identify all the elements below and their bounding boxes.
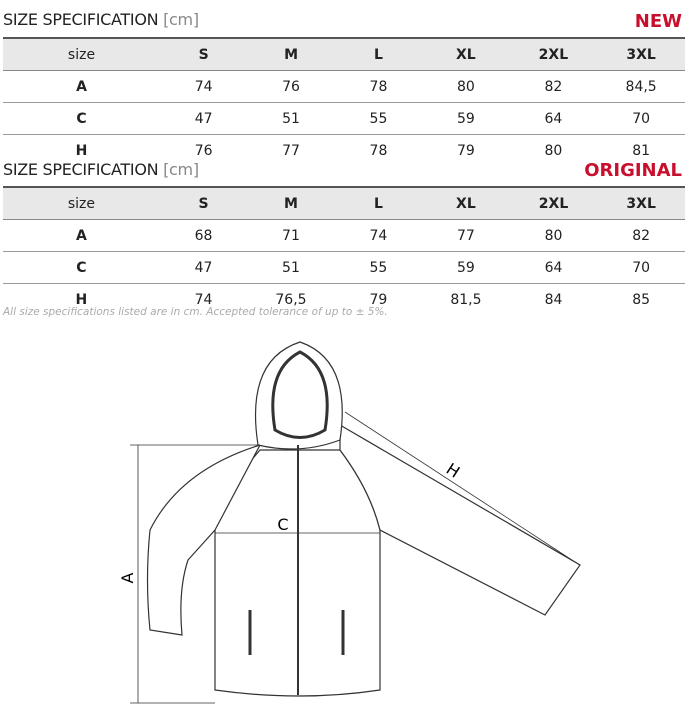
table-cell: 80	[544, 142, 563, 159]
table-cell: 55	[334, 102, 423, 135]
unit: [cm]	[163, 10, 199, 29]
jacket-diagram: A C H	[118, 341, 581, 704]
tolerance-note: All size specifications listed are in cm…	[3, 306, 388, 318]
table-cell: 70	[597, 102, 685, 135]
title-text: SIZE SPECIFICATION	[3, 10, 159, 29]
label-c: C	[277, 515, 288, 534]
table-cell: C	[3, 102, 160, 135]
column-header: XL	[422, 186, 510, 220]
table-cell: 51	[247, 102, 335, 135]
column-header: 2XL	[509, 37, 598, 71]
title-text: SIZE SPECIFICATION	[3, 160, 159, 179]
table-cell: 78	[369, 142, 388, 159]
table-cell: 80	[422, 70, 510, 103]
table-cell: 79	[369, 291, 388, 308]
table-cell: 47	[159, 102, 248, 135]
table-cell: 68	[159, 219, 248, 252]
table-cell: A	[3, 70, 160, 103]
table-cell: 76,5	[275, 291, 307, 308]
column-header: M	[247, 37, 335, 71]
table-cell: 80	[509, 219, 598, 252]
column-header: L	[334, 186, 423, 220]
table-cell: 78	[334, 70, 423, 103]
table-cell: 59	[422, 102, 510, 135]
title-new: SIZE SPECIFICATION [cm]	[3, 10, 199, 29]
column-header: 3XL	[597, 186, 685, 220]
table-cell: 55	[334, 251, 423, 284]
column-header: 3XL	[597, 37, 685, 71]
label-a: A	[118, 572, 137, 583]
table-cell: 74	[334, 219, 423, 252]
table-cell: 71	[247, 219, 335, 252]
table-cell: A	[3, 219, 160, 252]
table-cell: 74	[159, 70, 248, 103]
table-cell: 70	[597, 251, 685, 284]
unit: [cm]	[163, 160, 199, 179]
column-header: S	[159, 37, 248, 71]
table-cell: 77	[282, 142, 300, 159]
table-cell: 82	[509, 70, 598, 103]
table-cell: 79	[456, 142, 475, 159]
title-original: SIZE SPECIFICATION [cm]	[3, 160, 199, 179]
column-header: M	[247, 186, 335, 220]
right-sleeve	[339, 423, 581, 616]
hood-opening	[271, 350, 329, 439]
table-cell: 81,5	[450, 291, 482, 308]
table-row: H 76 77 78 79 80 81	[3, 135, 685, 167]
table-row: A 68 71 74 77 80 82	[3, 219, 685, 252]
table-row: C 47 51 55 59 64 70	[3, 251, 685, 284]
header-row: size S M L XL 2XL 3XL	[3, 186, 685, 220]
table-row: A 74 76 78 80 82 84,5	[3, 70, 685, 103]
label-h: H	[443, 459, 463, 481]
column-header: 2XL	[509, 186, 598, 220]
new-tag: NEW	[634, 11, 682, 32]
table-cell: 81	[632, 142, 651, 159]
table-row: C 47 51 55 59 64 70	[3, 102, 685, 135]
size-table-original: size S M L XL 2XL 3XL A 68 71 74 77 80 82 C 47 51 55 59 64 7…	[3, 186, 685, 315]
table-cell: 59	[422, 251, 510, 284]
header-row: size S M L XL 2XL 3XL	[3, 37, 685, 71]
original-tag: ORIGINAL	[584, 160, 682, 181]
table-cell: 51	[247, 251, 335, 284]
column-header: size	[3, 186, 160, 220]
table-cell: 47	[159, 251, 248, 284]
column-header: XL	[422, 37, 510, 71]
table-cell: C	[3, 251, 160, 284]
table-cell: 82	[597, 219, 685, 252]
column-header: L	[334, 37, 423, 71]
size-table-new: size S M L XL 2XL 3XL A 74 76 78 80 82 84,5 C 47 51 55 59 6…	[3, 37, 685, 166]
table-cell: 76	[194, 142, 213, 159]
table-cell: 74	[194, 291, 213, 308]
column-header: S	[159, 186, 248, 220]
column-header: size	[3, 37, 160, 71]
left-sleeve	[146, 443, 262, 636]
table-cell: 77	[422, 219, 510, 252]
table-cell: 64	[509, 251, 598, 284]
table-cell: 64	[509, 102, 598, 135]
table-cell: 85	[632, 291, 651, 308]
table-cell: 84	[544, 291, 563, 308]
table-cell: 84,5	[597, 70, 685, 103]
table-row: H 74 76,5 79 81,5 84 85	[3, 284, 685, 316]
table-cell: H	[75, 291, 88, 308]
table-cell: H	[75, 142, 88, 159]
table-cell: 76	[247, 70, 335, 103]
